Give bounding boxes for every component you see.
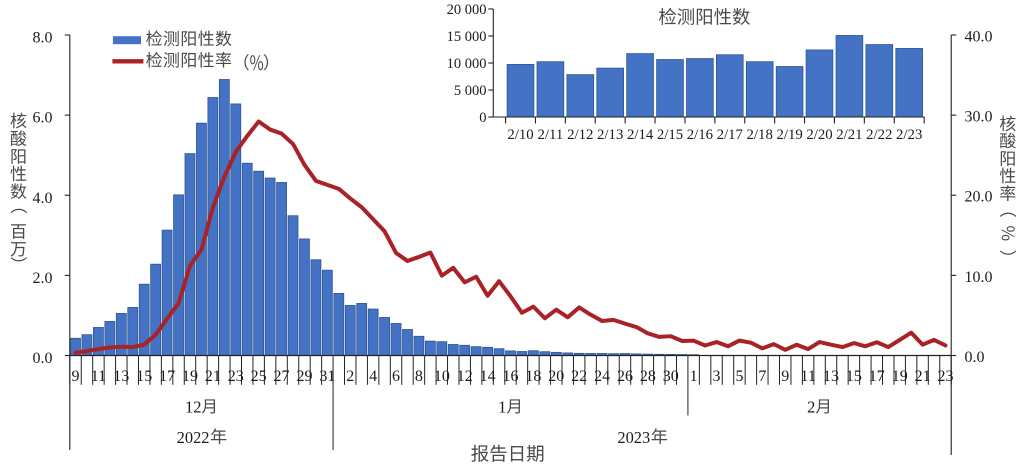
svg-text:2/23: 2/23 — [896, 127, 922, 143]
svg-text:26: 26 — [617, 368, 633, 385]
svg-text:4: 4 — [369, 368, 377, 385]
svg-text:31: 31 — [319, 368, 335, 385]
svg-text:24: 24 — [594, 368, 610, 385]
svg-text:4.0: 4.0 — [33, 190, 53, 207]
svg-text:20.0: 20.0 — [965, 189, 993, 206]
svg-text:2/21: 2/21 — [836, 127, 862, 143]
svg-text:13: 13 — [823, 368, 839, 385]
svg-text:2.0: 2.0 — [33, 270, 53, 287]
svg-text:10: 10 — [434, 368, 450, 385]
svg-text:23: 23 — [228, 368, 244, 385]
svg-text:0.0: 0.0 — [965, 349, 985, 366]
svg-text:2/11: 2/11 — [538, 127, 564, 143]
svg-text:17: 17 — [869, 368, 885, 385]
svg-text:23: 23 — [937, 368, 953, 385]
svg-text:21: 21 — [915, 368, 931, 385]
svg-text:2/14: 2/14 — [627, 127, 654, 143]
svg-text:9: 9 — [781, 368, 789, 385]
svg-text:6.0: 6.0 — [33, 110, 53, 127]
svg-text:0.0: 0.0 — [33, 350, 53, 367]
svg-text:2/17: 2/17 — [717, 127, 743, 143]
svg-text:27: 27 — [274, 368, 290, 385]
svg-text:2/18: 2/18 — [747, 127, 773, 143]
svg-text:28: 28 — [640, 368, 656, 385]
svg-text:30: 30 — [663, 368, 679, 385]
svg-text:3: 3 — [713, 368, 721, 385]
svg-text:10 000: 10 000 — [447, 56, 487, 72]
svg-text:8.0: 8.0 — [33, 30, 53, 47]
svg-text:2: 2 — [346, 368, 354, 385]
svg-text:1: 1 — [690, 368, 698, 385]
svg-text:5: 5 — [735, 368, 743, 385]
svg-text:13: 13 — [113, 368, 129, 385]
svg-text:1: 1 — [498, 397, 506, 416]
svg-text:8: 8 — [415, 368, 423, 385]
svg-text:2: 2 — [807, 397, 815, 416]
svg-text:2/22: 2/22 — [866, 127, 892, 143]
svg-text:7: 7 — [758, 368, 766, 385]
svg-text:15 000: 15 000 — [447, 29, 487, 45]
svg-text:20 000: 20 000 — [447, 2, 487, 18]
svg-text:2/20: 2/20 — [806, 127, 832, 143]
svg-text:10.0: 10.0 — [965, 269, 993, 286]
svg-text:6: 6 — [392, 368, 400, 385]
svg-text:2/16: 2/16 — [687, 127, 713, 143]
svg-text:14: 14 — [480, 368, 496, 385]
svg-text:2/15: 2/15 — [657, 127, 683, 143]
svg-text:2/10: 2/10 — [507, 127, 533, 143]
svg-text:2023: 2023 — [617, 428, 650, 447]
svg-text:16: 16 — [503, 368, 519, 385]
svg-text:18: 18 — [525, 368, 541, 385]
svg-text:0: 0 — [479, 110, 486, 126]
svg-text:15: 15 — [136, 368, 152, 385]
svg-text:2/12: 2/12 — [567, 127, 593, 143]
svg-text:40.0: 40.0 — [965, 28, 993, 45]
svg-text:5 000: 5 000 — [454, 83, 487, 99]
svg-text:29: 29 — [296, 368, 312, 385]
svg-text:2/19: 2/19 — [776, 127, 802, 143]
svg-text:15: 15 — [846, 368, 862, 385]
svg-text:19: 19 — [182, 368, 198, 385]
svg-text:2/13: 2/13 — [597, 127, 623, 143]
svg-text:9: 9 — [72, 368, 80, 385]
svg-text:30.0: 30.0 — [965, 109, 993, 126]
svg-text:12: 12 — [185, 397, 202, 416]
svg-text:11: 11 — [800, 368, 815, 385]
svg-text:25: 25 — [251, 368, 267, 385]
svg-text:22: 22 — [571, 368, 587, 385]
svg-text:17: 17 — [159, 368, 175, 385]
svg-text:11: 11 — [91, 368, 106, 385]
svg-text:20: 20 — [548, 368, 564, 385]
svg-text:21: 21 — [205, 368, 221, 385]
svg-text:19: 19 — [892, 368, 908, 385]
svg-text:2022: 2022 — [177, 428, 210, 447]
svg-text:12: 12 — [457, 368, 473, 385]
